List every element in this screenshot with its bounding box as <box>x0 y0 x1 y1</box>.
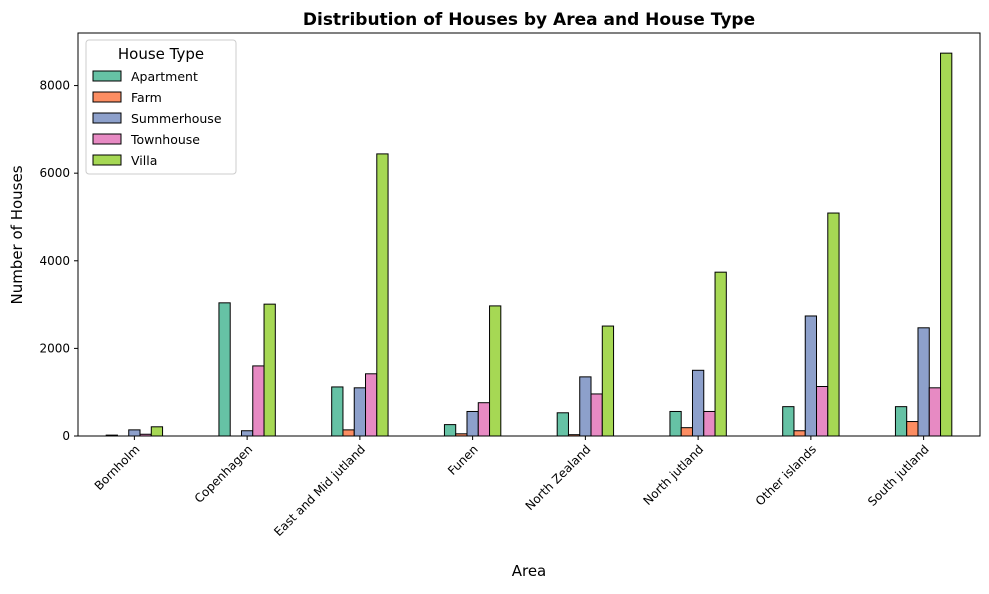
bar <box>252 365 265 437</box>
x-tick-label: North jutland <box>641 442 707 508</box>
bar <box>827 212 840 437</box>
bar <box>556 412 569 437</box>
bar <box>376 153 389 437</box>
y-axis-label: Number of Houses <box>8 165 26 304</box>
bar <box>928 387 942 437</box>
y-tick-label: 8000 <box>39 79 70 93</box>
bar <box>489 305 502 437</box>
x-axis-label: Area <box>512 562 547 580</box>
bar <box>714 271 727 437</box>
legend-label: Apartment <box>131 69 198 84</box>
legend-swatch <box>92 112 122 124</box>
bar <box>680 427 693 437</box>
bar <box>906 421 919 437</box>
bar <box>793 430 806 437</box>
legend-label: Villa <box>131 153 157 168</box>
x-tick-label: Bornholm <box>92 442 143 493</box>
x-tick-label: Funen <box>445 442 481 478</box>
bar <box>331 386 344 437</box>
legend-swatch <box>92 70 122 82</box>
bar <box>218 302 231 437</box>
bar <box>601 325 615 437</box>
bar <box>240 430 254 437</box>
bar <box>128 429 141 437</box>
legend-swatch <box>92 133 122 145</box>
bar <box>353 387 367 437</box>
bar <box>477 402 491 437</box>
bar <box>940 52 953 437</box>
x-tick-label: Other islands <box>753 442 819 508</box>
bar <box>443 424 457 437</box>
bar <box>365 373 378 437</box>
bar <box>894 406 908 437</box>
legend-title: House Type <box>118 45 204 63</box>
axes-frame <box>77 32 981 437</box>
bar <box>579 376 592 437</box>
x-tick-label: Copenhagen <box>192 442 256 506</box>
legend-box <box>85 39 237 175</box>
bar <box>342 429 355 437</box>
legend-label: Farm <box>131 90 162 105</box>
x-tick-label: North Zealand <box>523 442 594 513</box>
bar <box>669 410 682 437</box>
chart-title: Distribution of Houses by Area and House… <box>303 10 755 30</box>
y-tick-label: 4000 <box>39 254 70 268</box>
x-tick-label: South jutland <box>865 442 932 509</box>
legend-swatch <box>92 91 122 103</box>
bar <box>917 327 930 437</box>
y-tick-label: 2000 <box>39 341 70 355</box>
legend-label: Townhouse <box>130 132 200 147</box>
bar <box>263 303 276 437</box>
y-tick-label: 6000 <box>39 166 70 180</box>
legend-swatch <box>92 154 122 166</box>
legend: House Type Apartment Farm Summerhouse Townho… <box>85 39 237 175</box>
bar <box>590 393 603 437</box>
bar <box>150 426 164 437</box>
bar <box>782 406 795 437</box>
bar <box>816 386 829 437</box>
legend-label: Summerhouse <box>131 111 222 126</box>
bar <box>691 369 705 437</box>
y-tick-label: 0 <box>62 429 70 443</box>
bar <box>804 315 818 437</box>
x-tick-label: East and Mid jutland <box>271 442 368 539</box>
bar <box>703 410 716 437</box>
bar <box>466 410 479 437</box>
